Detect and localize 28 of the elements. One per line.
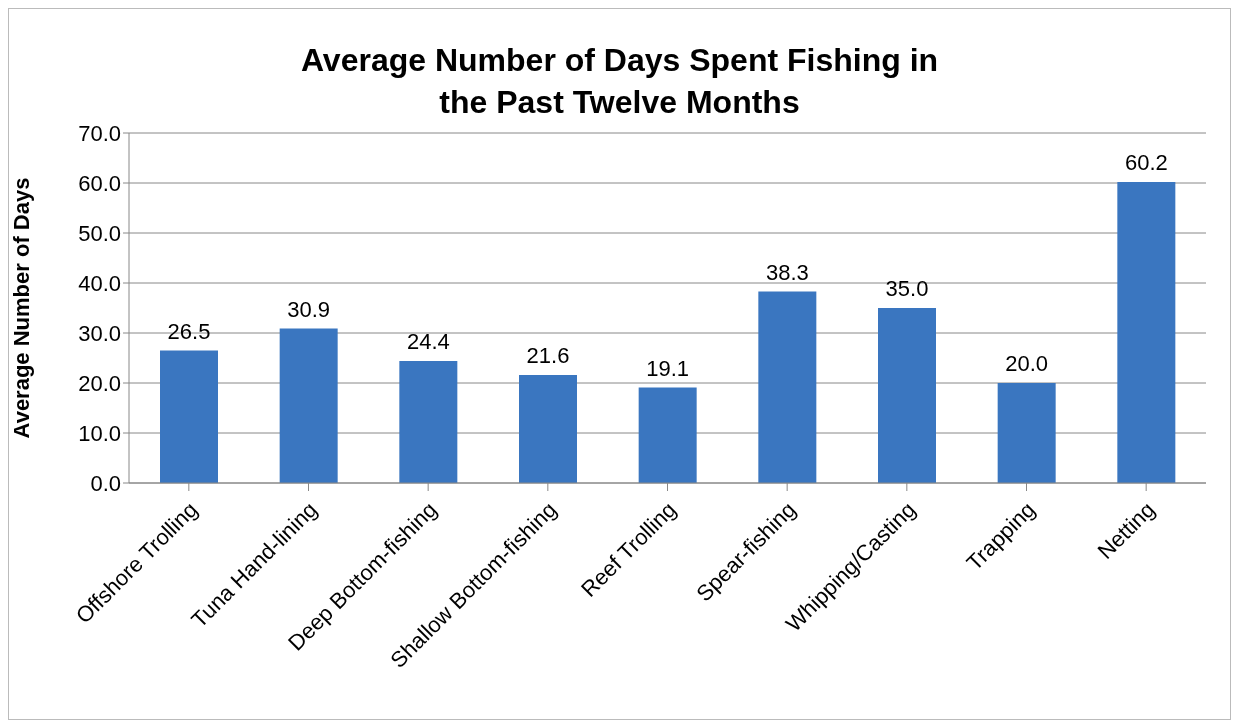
y-tick-label: 60.0	[78, 170, 121, 196]
y-tick-label: 40.0	[78, 270, 121, 296]
y-tick-label: 0.0	[90, 470, 121, 496]
bar	[997, 383, 1056, 483]
y-tick-label: 20.0	[78, 370, 121, 396]
bar	[519, 375, 577, 483]
data-label: 60.2	[1124, 150, 1168, 175]
bar	[279, 328, 338, 483]
y-tick-label: 70.0	[78, 120, 121, 146]
bar	[399, 361, 458, 483]
y-tick-label: 50.0	[78, 220, 121, 246]
data-label: 21.6	[526, 343, 570, 368]
chart-title: Average Number of Days Spent Fishing in the Past Twelve Months	[299, 41, 940, 122]
bar	[1117, 182, 1176, 483]
bar	[638, 387, 697, 483]
data-label: 26.5	[167, 318, 211, 344]
data-label: 35.0	[885, 276, 929, 301]
data-label: 30.9	[287, 296, 331, 322]
y-axis-title: Average Number of Days	[8, 177, 34, 439]
data-label: 24.4	[406, 329, 450, 354]
data-label: 38.3	[765, 259, 809, 285]
y-tick-label: 10.0	[78, 420, 121, 446]
bar	[758, 291, 817, 483]
data-label: 19.1	[646, 355, 690, 381]
bar	[160, 350, 218, 483]
y-tick-label: 30.0	[78, 320, 121, 346]
data-label: 20.0	[1005, 351, 1049, 376]
bar	[878, 308, 936, 483]
